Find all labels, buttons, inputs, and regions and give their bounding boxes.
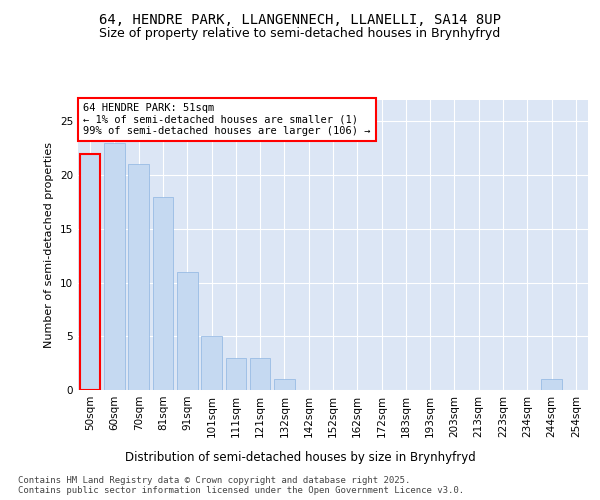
Bar — [177, 272, 197, 390]
Bar — [250, 358, 271, 390]
Text: Distribution of semi-detached houses by size in Brynhyfryd: Distribution of semi-detached houses by … — [125, 451, 475, 464]
Bar — [104, 143, 125, 390]
Bar — [201, 336, 222, 390]
Bar — [128, 164, 149, 390]
Text: Contains HM Land Registry data © Crown copyright and database right 2025.
Contai: Contains HM Land Registry data © Crown c… — [18, 476, 464, 495]
Bar — [80, 154, 100, 390]
Text: 64 HENDRE PARK: 51sqm
← 1% of semi-detached houses are smaller (1)
99% of semi-d: 64 HENDRE PARK: 51sqm ← 1% of semi-detac… — [83, 103, 371, 136]
Y-axis label: Number of semi-detached properties: Number of semi-detached properties — [44, 142, 55, 348]
Bar — [541, 380, 562, 390]
Bar — [274, 380, 295, 390]
Text: 64, HENDRE PARK, LLANGENNECH, LLANELLI, SA14 8UP: 64, HENDRE PARK, LLANGENNECH, LLANELLI, … — [99, 12, 501, 26]
Bar — [226, 358, 246, 390]
Text: Size of property relative to semi-detached houses in Brynhyfryd: Size of property relative to semi-detach… — [100, 28, 500, 40]
Bar — [152, 196, 173, 390]
